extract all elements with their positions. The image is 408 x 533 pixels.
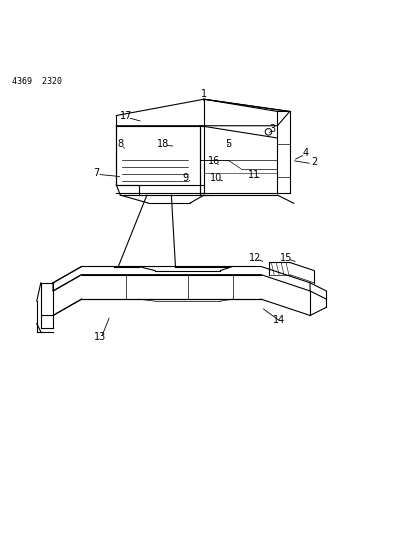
Text: 8: 8 <box>117 139 124 149</box>
Text: 4369  2320: 4369 2320 <box>12 77 62 86</box>
Text: 17: 17 <box>120 111 133 122</box>
Text: 15: 15 <box>280 253 293 263</box>
Text: 3: 3 <box>269 124 276 134</box>
Text: 10: 10 <box>210 173 222 183</box>
Text: 16: 16 <box>208 156 220 166</box>
Text: 18: 18 <box>157 139 169 149</box>
Text: 5: 5 <box>225 139 232 149</box>
Text: 13: 13 <box>94 332 106 342</box>
Text: 9: 9 <box>182 173 189 183</box>
Text: 4: 4 <box>303 148 309 158</box>
Text: 7: 7 <box>93 168 99 179</box>
Text: 1: 1 <box>201 90 207 99</box>
Text: 11: 11 <box>248 169 260 180</box>
Text: 2: 2 <box>311 157 317 167</box>
Text: 12: 12 <box>249 253 262 263</box>
Text: 14: 14 <box>273 316 286 325</box>
